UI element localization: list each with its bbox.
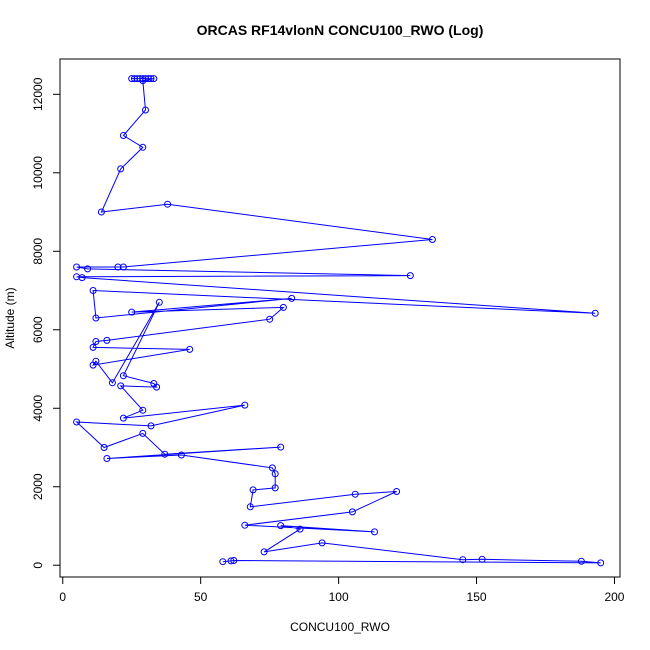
series-line xyxy=(75,78,601,564)
data-point xyxy=(393,488,401,495)
data-point xyxy=(78,274,86,282)
data-point xyxy=(150,75,158,83)
x-axis-label: CONCU100_RWO xyxy=(290,620,390,634)
data-point xyxy=(97,208,105,216)
data-point xyxy=(428,236,436,243)
data-point xyxy=(92,314,100,322)
data-point xyxy=(103,336,111,344)
y-tick-label: 2000 xyxy=(31,473,45,500)
data-point xyxy=(246,503,254,511)
data-point xyxy=(351,490,359,498)
data-point xyxy=(147,75,155,83)
x-tick-label: 100 xyxy=(329,590,349,604)
x-tick-label: 150 xyxy=(467,590,487,604)
data-point xyxy=(73,418,81,426)
data-point xyxy=(459,556,467,564)
data-point xyxy=(117,165,125,173)
data-point xyxy=(371,528,378,536)
data-point xyxy=(241,521,249,529)
data-point xyxy=(89,343,97,351)
data-point xyxy=(268,464,276,472)
data-point xyxy=(139,77,147,85)
data-point xyxy=(117,382,125,390)
data-point xyxy=(271,470,279,478)
y-tick-label: 0 xyxy=(31,562,45,569)
data-point xyxy=(318,539,326,547)
data-point xyxy=(139,429,147,437)
data-point xyxy=(92,338,100,345)
data-point xyxy=(139,143,147,151)
data-point xyxy=(89,287,97,294)
data-point xyxy=(227,557,235,565)
data-point xyxy=(142,106,149,114)
data-point xyxy=(114,263,122,271)
data-point xyxy=(177,451,185,459)
data-point xyxy=(153,383,161,391)
data-point xyxy=(260,548,268,556)
y-tick-label: 10000 xyxy=(31,156,45,190)
x-tick-label: 200 xyxy=(604,590,624,604)
data-point xyxy=(597,559,605,567)
data-point xyxy=(288,294,296,302)
y-tick-label: 8000 xyxy=(31,238,45,265)
data-point xyxy=(348,508,356,516)
data-point xyxy=(84,265,92,273)
data-point xyxy=(241,401,249,409)
data-point xyxy=(591,309,599,317)
data-point xyxy=(103,455,111,462)
data-point xyxy=(249,486,257,494)
data-point xyxy=(119,132,127,139)
data-point xyxy=(279,303,287,311)
data-point xyxy=(155,298,163,306)
data-point xyxy=(147,422,155,430)
data-point xyxy=(128,308,136,316)
y-axis: 0 2000 4000 6000 8000 10000 12000 xyxy=(31,77,61,569)
y-tick-label: 6000 xyxy=(31,316,45,343)
data-point xyxy=(186,345,194,353)
data-point xyxy=(277,522,285,530)
plot-frame xyxy=(59,58,621,578)
data-point xyxy=(577,557,585,565)
data-point xyxy=(73,263,81,271)
series-line-group xyxy=(73,75,605,567)
x-tick-label: 50 xyxy=(194,590,208,604)
data-point xyxy=(119,372,127,380)
data-point xyxy=(92,357,100,365)
data-point xyxy=(139,406,147,414)
data-point xyxy=(164,200,172,208)
y-tick-label: 12000 xyxy=(31,77,45,111)
data-point xyxy=(296,525,304,533)
y-tick-label: 4000 xyxy=(31,395,45,422)
data-point xyxy=(277,443,285,451)
data-point xyxy=(219,558,227,566)
data-point xyxy=(161,450,169,458)
data-point xyxy=(100,444,108,451)
y-axis-label: Altitude (m) xyxy=(3,287,17,348)
data-point xyxy=(478,555,486,563)
chart-title: ORCAS RF14vlonN CONCU100_RWO (Log) xyxy=(197,22,484,38)
data-point xyxy=(108,379,116,387)
data-point xyxy=(266,315,274,323)
data-point xyxy=(271,484,279,492)
data-point xyxy=(230,557,238,564)
data-point xyxy=(119,414,127,422)
data-point xyxy=(406,272,414,280)
x-axis: 0 50 100 150 200 xyxy=(59,576,625,604)
x-tick-label: 0 xyxy=(59,590,66,604)
